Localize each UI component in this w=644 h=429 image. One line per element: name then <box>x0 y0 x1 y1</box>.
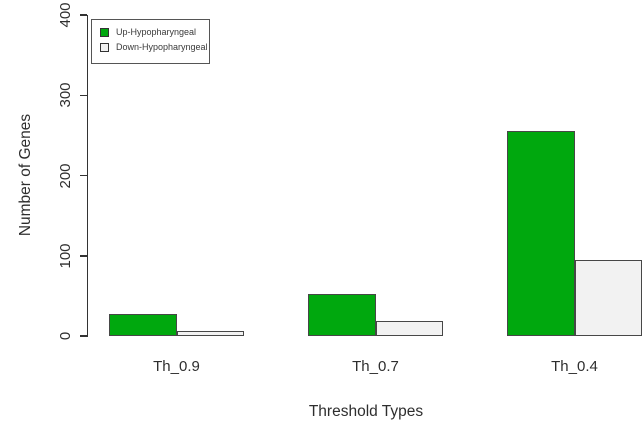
y-tick-label: 300 <box>57 82 74 108</box>
y-tick <box>79 335 87 337</box>
bar-down-th_0.9 <box>176 331 244 336</box>
bar-down-th_0.4 <box>574 259 642 336</box>
legend-label: Down-Hypopharyngeal <box>116 42 208 52</box>
y-tick-label: 400 <box>57 2 74 28</box>
x-tick-label-th_0.7: Th_0.7 <box>352 358 399 375</box>
y-tick <box>79 94 87 96</box>
y-tick-label: 0 <box>57 331 74 341</box>
x-axis-title: Threshold Types <box>308 403 424 420</box>
legend-item: Down-Hypopharyngeal <box>100 42 208 52</box>
y-tick <box>79 14 87 16</box>
x-tick-label-th_0.4: Th_0.4 <box>551 358 598 375</box>
x-tick-label-th_0.9: Th_0.9 <box>153 358 200 375</box>
y-axis-title: Number of Genes <box>17 113 34 237</box>
bar-up-th_0.4 <box>507 131 575 336</box>
legend-swatch-icon <box>100 27 109 37</box>
y-tick <box>79 255 87 257</box>
legend-label: Up-Hypopharyngeal <box>116 27 197 37</box>
y-tick <box>79 174 87 177</box>
y-tick-label: 200 <box>57 162 74 189</box>
bar-up-th_0.9 <box>109 314 177 336</box>
bar-up-th_0.7 <box>308 294 376 336</box>
legend-swatch-icon <box>100 42 109 52</box>
y-axis-line <box>86 14 88 337</box>
legend: Up-Hypopharyngeal Down-Hypopharyngeal <box>91 19 210 64</box>
legend-item: Up-Hypopharyngeal <box>100 27 201 37</box>
bar-down-th_0.7 <box>375 320 443 336</box>
y-tick-label: 100 <box>57 243 74 269</box>
